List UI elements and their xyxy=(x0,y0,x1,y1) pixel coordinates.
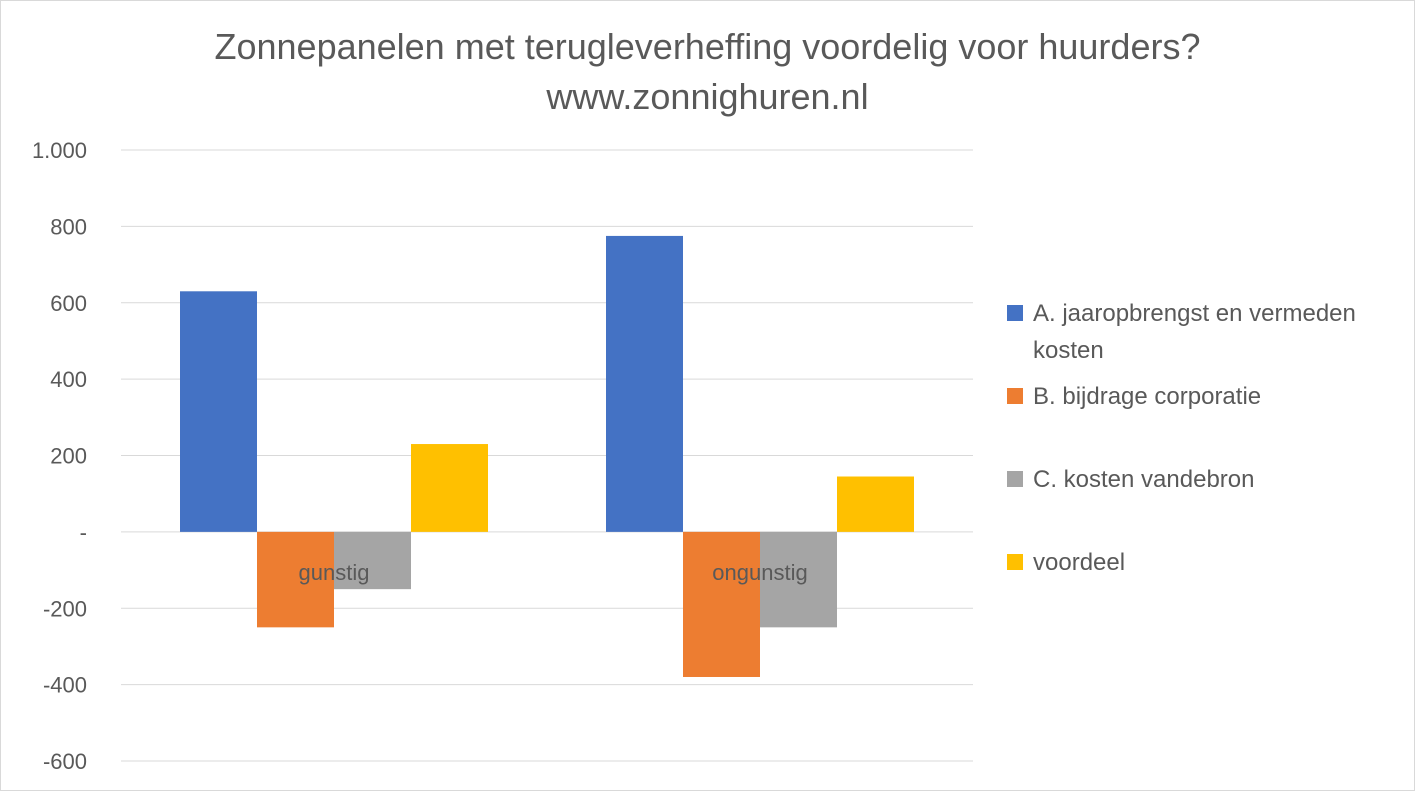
legend-label: voordeel xyxy=(1033,549,1125,576)
y-tick-label: 600 xyxy=(50,291,87,316)
y-tick-label: 1.000 xyxy=(32,138,87,163)
legend-swatch xyxy=(1007,554,1023,570)
y-tick-label: 200 xyxy=(50,444,87,469)
bar xyxy=(760,531,837,628)
bar xyxy=(257,531,334,628)
bar xyxy=(334,531,411,590)
y-tick-label: -600 xyxy=(43,749,87,774)
bar xyxy=(606,235,683,532)
y-tick-label: -200 xyxy=(43,596,87,621)
y-tick-label: -400 xyxy=(43,673,87,698)
y-axis-tick-labels: 1.000 800 600 400 200 - -200 -400 -600 xyxy=(32,138,87,774)
bar xyxy=(411,444,488,532)
chart-title: Zonnepanelen met terugleverheffing voord… xyxy=(0,22,1415,122)
bars xyxy=(180,235,914,677)
chart-title-line: Zonnepanelen met terugleverheffing voord… xyxy=(214,26,1201,67)
category-label: ongunstig xyxy=(712,560,807,585)
legend-swatch xyxy=(1007,388,1023,404)
chart-subtitle-line: www.zonnighuren.nl xyxy=(546,76,869,117)
legend: A. jaaropbrengst en vermeden kosten B. bij… xyxy=(1007,300,1356,576)
bar xyxy=(683,531,760,677)
bar xyxy=(837,476,914,532)
y-tick-label: - xyxy=(80,520,87,545)
legend-swatch xyxy=(1007,305,1023,321)
category-labels: gunstig ongunstig xyxy=(299,560,808,585)
legend-label: C. kosten vandebron xyxy=(1033,466,1254,493)
legend-label: B. bijdrage corporatie xyxy=(1033,383,1261,410)
legend-label: A. jaaropbrengst en vermeden kosten xyxy=(1033,300,1356,364)
y-tick-label: 400 xyxy=(50,367,87,392)
category-label: gunstig xyxy=(299,560,370,585)
legend-swatch xyxy=(1007,471,1023,487)
bar xyxy=(180,291,257,532)
y-tick-label: 800 xyxy=(50,214,87,239)
